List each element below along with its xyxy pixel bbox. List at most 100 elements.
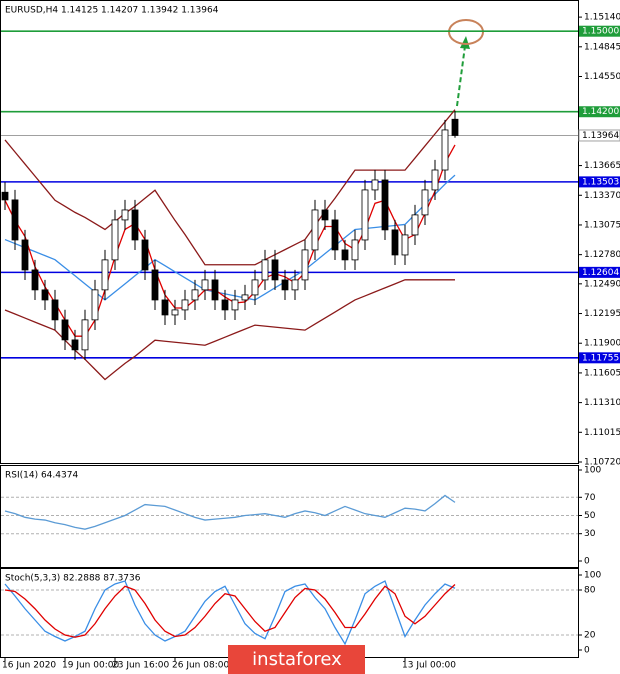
- candle-body: [291, 279, 299, 291]
- candle-body: [161, 299, 169, 316]
- y-tick-label: 1.11900: [584, 339, 620, 349]
- candle-body: [371, 179, 379, 191]
- last-price-bg: [578, 129, 620, 142]
- y-tick-label: 1.14550: [584, 72, 620, 82]
- last-price-label: 1.13964: [582, 131, 619, 141]
- candle-body: [131, 209, 139, 241]
- candle-body: [431, 169, 439, 191]
- candle-body: [211, 279, 219, 301]
- candle-body: [191, 289, 199, 301]
- y-tick-label: 100: [584, 466, 601, 476]
- candle-body: [381, 179, 389, 231]
- level-label: 1.12604: [582, 268, 619, 278]
- candle-body: [81, 319, 89, 351]
- candle-body: [21, 239, 29, 271]
- candle-body: [361, 189, 369, 241]
- y-tick-label: 1.12490: [584, 279, 620, 289]
- candle-body: [121, 209, 129, 221]
- watermark: instaforex: [252, 649, 342, 670]
- candle-body: [301, 249, 309, 281]
- candle-body: [311, 209, 319, 251]
- indicator-line: [4, 494, 456, 530]
- candle-body: [451, 118, 459, 136]
- indicator-line: [4, 583, 456, 638]
- y-tick-label: 70: [584, 493, 596, 503]
- y-tick-label: 80: [584, 586, 596, 596]
- x-tick-label: 23 Jun 16:00: [112, 661, 169, 671]
- y-tick-label: 1.15140: [584, 13, 620, 23]
- y-tick-label: 1.13665: [584, 161, 620, 171]
- panel-frame: [0, 0, 579, 464]
- x-tick-label: 16 Jun 2020: [2, 661, 56, 671]
- level-label-bg: [579, 25, 620, 37]
- level-label-bg: [579, 176, 620, 188]
- candle-body: [441, 129, 449, 171]
- panel-frame: [0, 465, 579, 568]
- candle-body: [261, 259, 269, 281]
- y-tick-label: 1.13075: [584, 220, 620, 230]
- panel-title: RSI(14) 64.4374: [5, 471, 78, 481]
- indicator-line: [4, 174, 456, 301]
- candle-body: [421, 189, 429, 216]
- y-tick-label: 1.11310: [584, 398, 620, 408]
- candle-body: [351, 239, 359, 261]
- y-tick-label: 1.12195: [584, 309, 620, 319]
- candle-body: [201, 279, 209, 291]
- indicator-line: [4, 144, 456, 337]
- indicator-line: [4, 279, 455, 381]
- level-label: 1.11755: [582, 353, 619, 363]
- candle-body: [51, 299, 59, 321]
- candle-body: [151, 269, 159, 301]
- y-tick-label: 1.14845: [584, 42, 620, 52]
- candle-body: [231, 299, 239, 311]
- y-tick-label: 0: [584, 646, 590, 656]
- y-tick-label: 1.10720: [584, 457, 620, 467]
- candle-body: [251, 279, 259, 296]
- level-label: 1.15000: [582, 27, 619, 37]
- candle-body: [141, 239, 149, 271]
- x-tick-label: 26 Jun 08:00: [172, 661, 229, 671]
- arrow-shaft: [456, 45, 466, 107]
- candle-body: [101, 259, 109, 291]
- candle-body: [401, 234, 409, 256]
- candle-body: [181, 299, 189, 311]
- panel-title: Stoch(5,3,3) 82.2888 87.3736: [5, 574, 141, 584]
- x-tick-label: 19 Jun 00:00: [62, 661, 119, 671]
- candle-body: [321, 209, 329, 221]
- y-tick-label: 1.11605: [584, 368, 620, 378]
- y-tick-label: 30: [584, 529, 596, 539]
- y-tick-label: 100: [584, 571, 601, 581]
- y-tick-label: 20: [584, 631, 596, 641]
- y-tick-label: 50: [584, 511, 596, 521]
- indicator-line: [4, 109, 456, 266]
- candle-body: [111, 219, 119, 261]
- candle-body: [341, 249, 349, 261]
- candle-body: [1, 191, 9, 201]
- y-tick-label: 1.11015: [584, 428, 620, 438]
- candle-body: [331, 219, 339, 251]
- x-tick-label: 13 Jul 00:00: [402, 661, 456, 671]
- y-tick-label: 0: [584, 557, 590, 567]
- level-label-bg: [579, 266, 620, 278]
- level-label-bg: [579, 106, 620, 118]
- candle-body: [411, 214, 419, 236]
- level-label-bg: [579, 352, 620, 364]
- arrow-head: [460, 36, 470, 49]
- candle-body: [241, 294, 249, 301]
- candle-body: [171, 309, 179, 316]
- y-tick-label: 1.13370: [584, 191, 620, 201]
- y-tick-label: 1.12780: [584, 250, 620, 260]
- candle-body: [11, 199, 19, 241]
- indicator-line: [4, 580, 456, 646]
- candle-body: [31, 269, 39, 291]
- candle-body: [271, 259, 279, 281]
- panel-title: EURUSD,H4 1.14125 1.14207 1.13942 1.1396…: [5, 6, 219, 16]
- watermark-bg: [228, 645, 365, 674]
- candle-body: [391, 229, 399, 256]
- candle-body: [281, 279, 289, 291]
- candle-body: [41, 289, 49, 301]
- candle-body: [221, 299, 229, 311]
- candle-body: [71, 339, 79, 351]
- candle-body: [61, 319, 69, 341]
